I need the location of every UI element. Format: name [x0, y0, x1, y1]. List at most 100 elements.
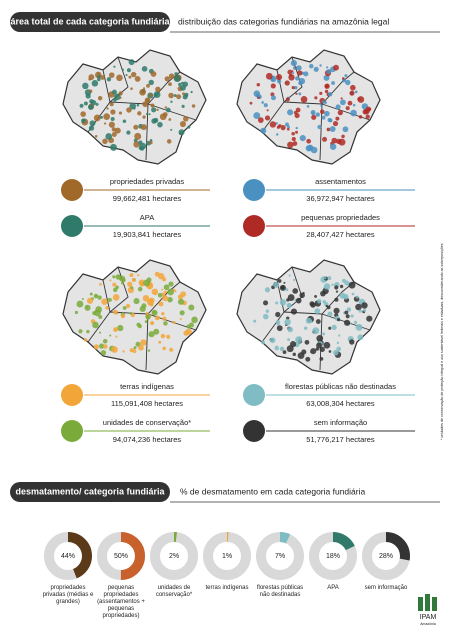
- map-patch: [139, 142, 147, 150]
- map-patch: [253, 90, 261, 97]
- map-patch: [173, 94, 177, 98]
- map-patch: [136, 103, 140, 107]
- map-patch: [284, 318, 291, 326]
- map-patch: [324, 83, 330, 89]
- map-patch: [168, 281, 174, 287]
- map-patch: [153, 117, 159, 123]
- map-patch: [142, 115, 146, 119]
- map-patch: [340, 99, 346, 106]
- map-patch: [342, 294, 349, 300]
- map-patch: [133, 124, 139, 130]
- map-patch: [111, 127, 117, 132]
- map-patch: [161, 292, 166, 297]
- map-patch: [98, 314, 103, 319]
- map-patch: [121, 68, 125, 71]
- map-patch: [333, 349, 339, 356]
- map-patch: [298, 81, 303, 86]
- map-patch: [140, 339, 147, 346]
- map-patch: [280, 125, 286, 131]
- map-patch: [351, 292, 355, 296]
- map-patch: [326, 127, 331, 132]
- map-patch: [162, 316, 167, 321]
- legend-swatch: [243, 215, 265, 237]
- map-patch: [278, 124, 282, 128]
- map-patch: [112, 282, 117, 287]
- map-patch: [286, 298, 290, 302]
- section-title: desmatamento/ categoria fundiária: [15, 486, 165, 496]
- map-patch: [170, 100, 173, 104]
- map-patch: [161, 312, 165, 316]
- map-patch: [315, 319, 321, 324]
- map-patch: [271, 78, 274, 82]
- map-patch: [154, 315, 160, 321]
- map-patch: [109, 334, 112, 337]
- map-patch: [339, 284, 344, 289]
- map-patch: [294, 85, 298, 90]
- map-patch: [329, 143, 337, 150]
- map-patch: [81, 297, 84, 301]
- map-patch: [287, 109, 294, 116]
- donut-label: 50%: [114, 553, 128, 560]
- map-patch: [355, 303, 362, 311]
- map-patch: [78, 329, 83, 334]
- map-patch: [111, 346, 118, 353]
- map-patch: [102, 338, 108, 344]
- map-patch: [253, 112, 261, 120]
- map-patch: [166, 107, 171, 113]
- map-patch: [280, 285, 285, 290]
- map-patch: [331, 137, 338, 144]
- map-patch: [119, 96, 122, 99]
- map-patch: [126, 107, 132, 113]
- map-patch: [261, 340, 265, 345]
- map-patch: [168, 118, 172, 121]
- map-patch: [300, 96, 308, 103]
- map-patch: [146, 298, 154, 306]
- map-patch: [133, 298, 140, 305]
- map-patch: [79, 103, 84, 108]
- map-patch: [168, 82, 172, 86]
- map-patch: [269, 121, 277, 128]
- map-patch: [350, 109, 357, 117]
- map-patch: [253, 319, 257, 323]
- map-patch: [174, 290, 177, 293]
- map-patch: [131, 278, 136, 282]
- map-patch: [129, 312, 133, 315]
- map-patch: [89, 99, 94, 104]
- map-patch: [128, 59, 135, 66]
- donut-arc: [362, 532, 410, 580]
- map-patch: [130, 286, 134, 290]
- map-patch: [287, 141, 294, 149]
- map-patch: [328, 326, 332, 330]
- map-patch: [115, 285, 119, 290]
- map-patch: [355, 295, 359, 299]
- map: [236, 49, 381, 165]
- donut-label: 2%: [169, 553, 179, 560]
- map-patch: [355, 323, 363, 331]
- legend-swatch: [243, 384, 265, 406]
- map-patch: [134, 76, 141, 82]
- map-patch: [97, 295, 102, 300]
- map-patch: [142, 295, 150, 302]
- map-patch: [302, 291, 305, 295]
- map-patch: [113, 98, 117, 102]
- map-patch: [174, 72, 178, 76]
- map-patch: [279, 299, 287, 306]
- map-patch: [274, 345, 280, 351]
- map-patch: [256, 82, 261, 87]
- map-patch: [295, 92, 298, 95]
- map-patch: [283, 281, 286, 284]
- map-patch: [74, 310, 79, 315]
- map-patch: [299, 135, 306, 142]
- map-patch: [112, 275, 116, 279]
- map-patch: [314, 96, 318, 100]
- legend-name: propriedades privadas: [110, 177, 184, 186]
- legend-name: sem informação: [314, 418, 367, 427]
- donut-category: unidades de conservação*: [155, 585, 193, 598]
- map-patch: [95, 294, 98, 297]
- map-patch: [328, 350, 332, 353]
- map-patch: [292, 288, 299, 294]
- map-patch: [295, 297, 302, 304]
- legend-name: unidades de conservação*: [103, 418, 191, 427]
- map-patch: [109, 143, 117, 151]
